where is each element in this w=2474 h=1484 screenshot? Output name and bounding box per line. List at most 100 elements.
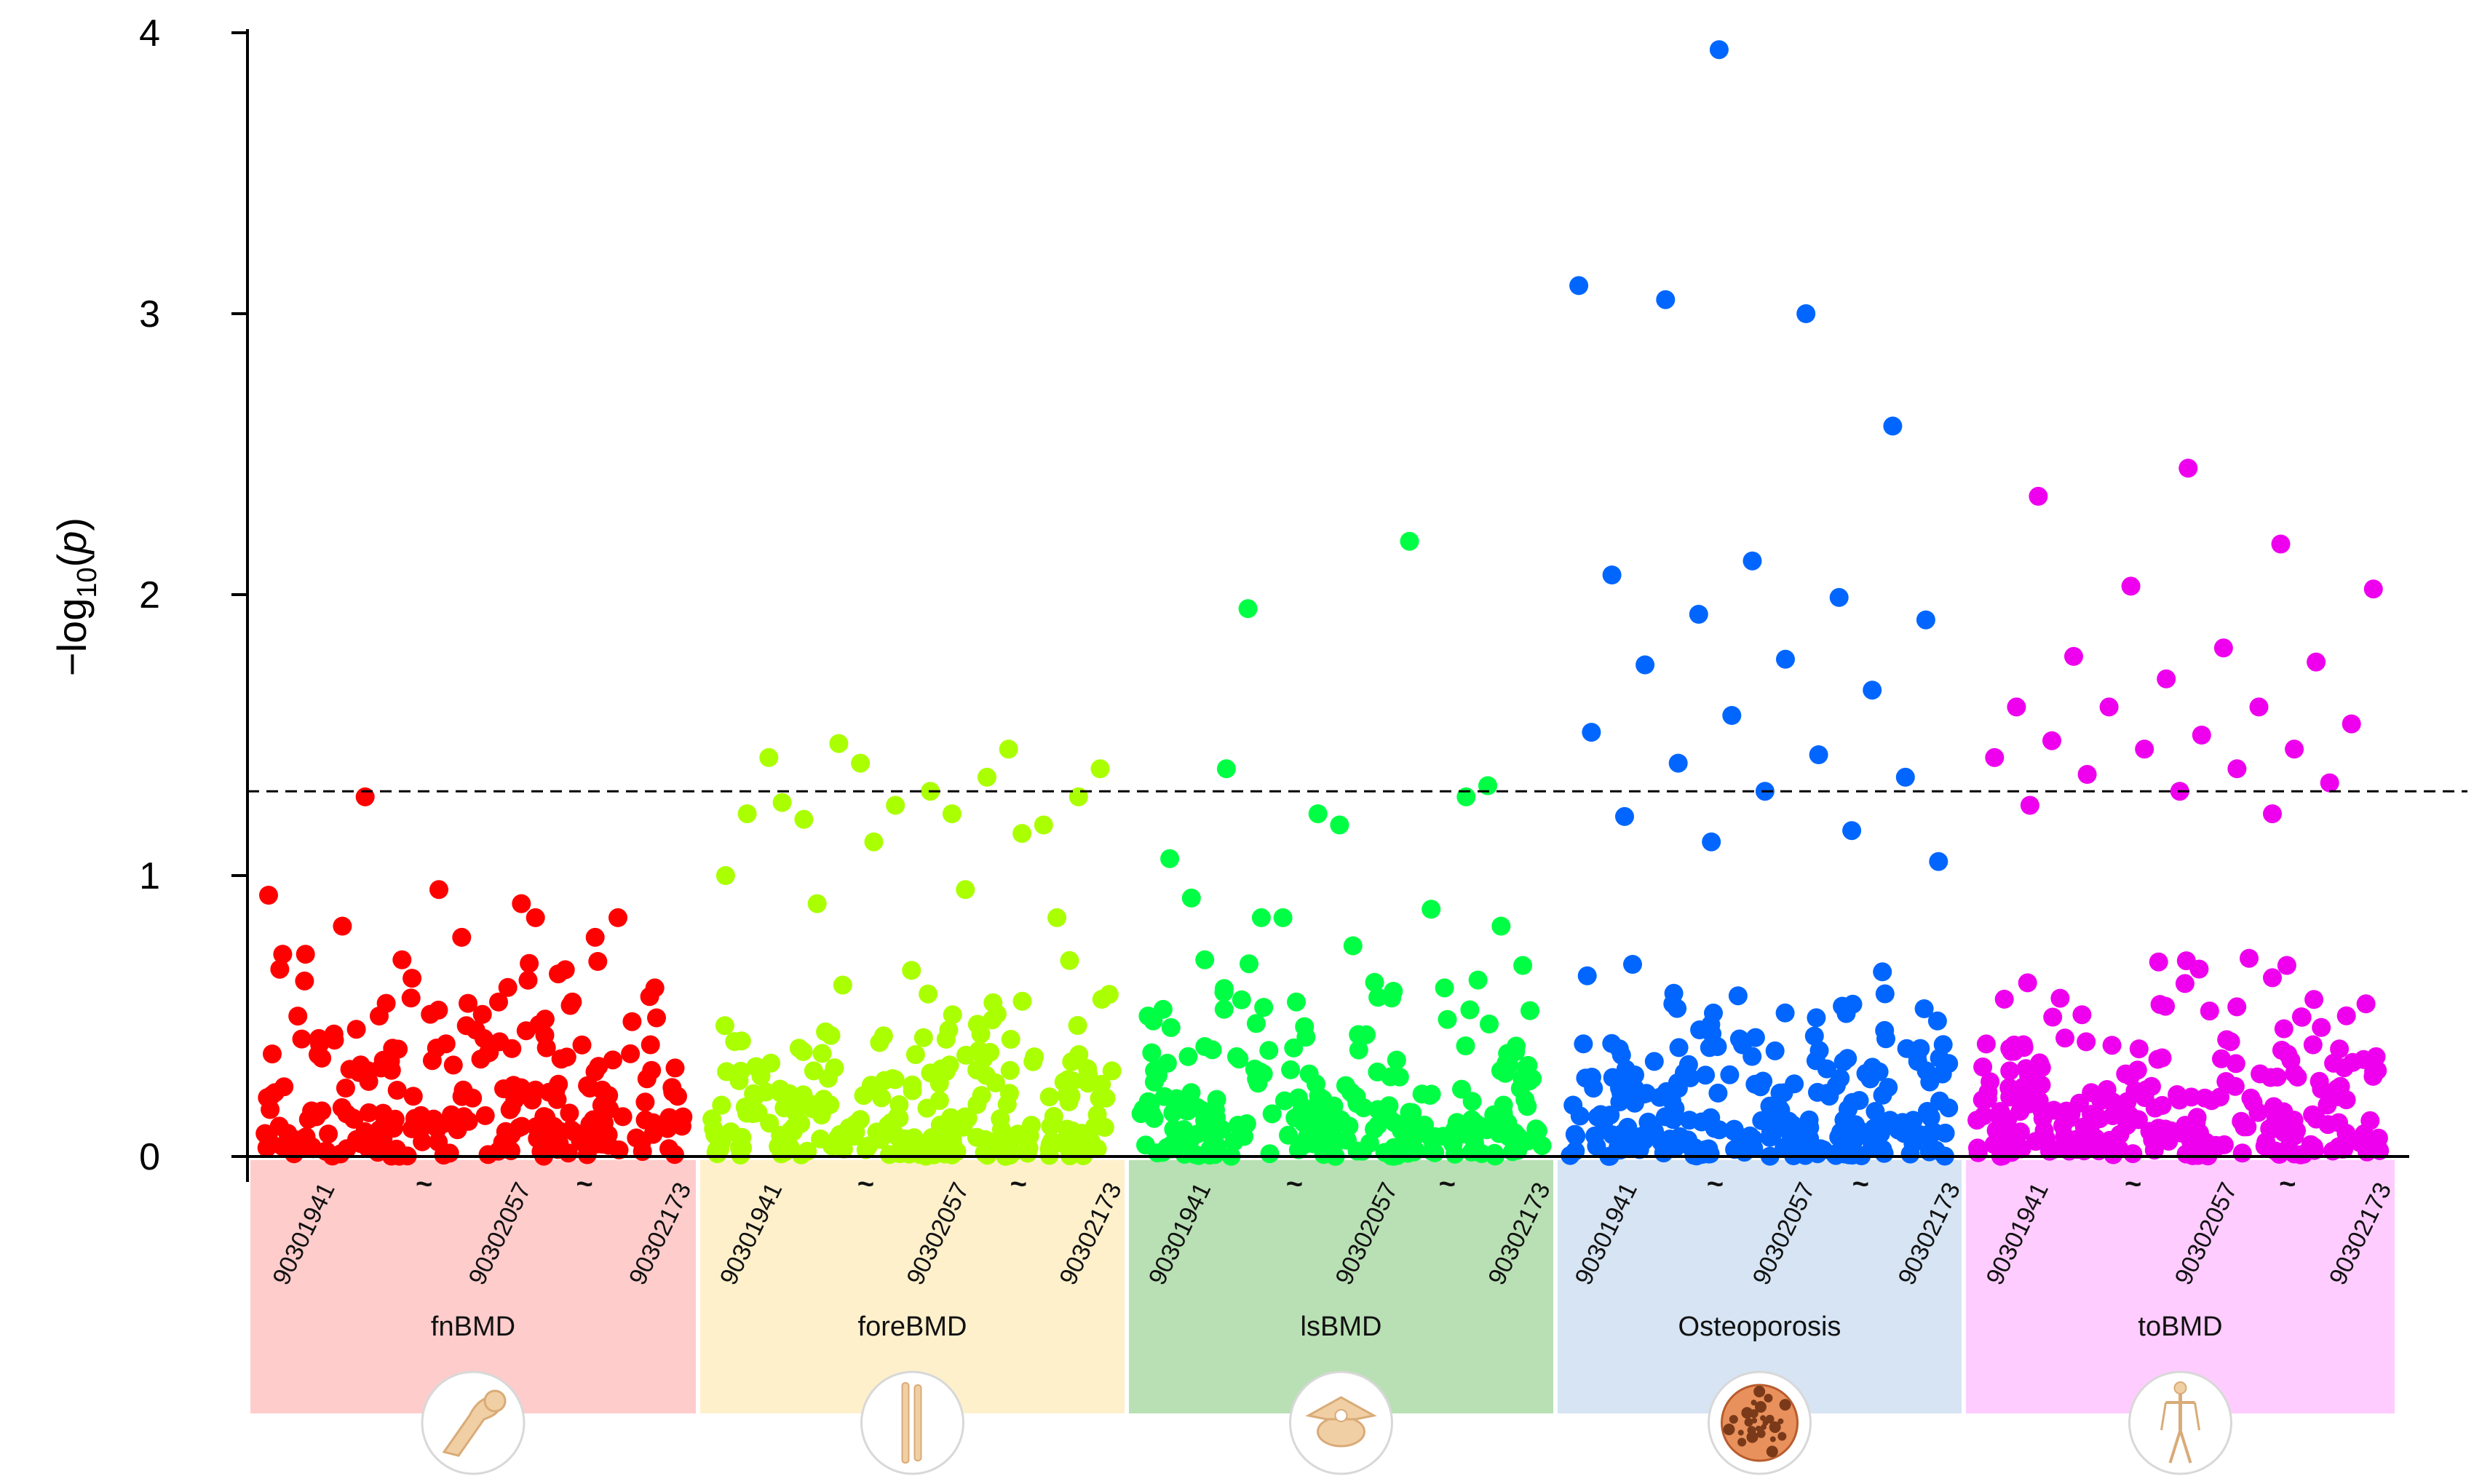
bone-pore <box>1754 1401 1767 1413</box>
data-point <box>592 1135 612 1154</box>
bone-pore <box>1746 1431 1759 1443</box>
data-point <box>440 1143 459 1163</box>
data-point <box>737 804 757 824</box>
data-point <box>2032 1100 2052 1120</box>
data-point <box>864 832 884 852</box>
data-point <box>905 1045 925 1064</box>
data-point <box>903 1081 922 1100</box>
data-point <box>2318 1095 2337 1115</box>
data-point <box>1046 1133 1066 1153</box>
data-point <box>571 1126 590 1146</box>
data-point <box>2213 638 2233 658</box>
data-point <box>472 1004 492 1024</box>
data-point <box>2104 1145 2123 1164</box>
data-point <box>1195 950 1215 969</box>
data-point <box>296 945 315 964</box>
data-point <box>1181 888 1201 908</box>
data-point <box>1668 753 1688 773</box>
data-point <box>1708 1037 1727 1056</box>
data-point <box>2186 1113 2206 1132</box>
data-point <box>2152 1048 2172 1068</box>
y-tick-label: 0 <box>139 1136 160 1178</box>
data-point <box>854 1086 873 1106</box>
data-point <box>1273 908 1293 927</box>
data-point <box>518 970 538 990</box>
data-points <box>255 40 2390 1166</box>
data-point <box>812 1106 831 1124</box>
data-point <box>608 908 627 927</box>
data-point <box>1147 1059 1167 1079</box>
data-point <box>526 908 545 927</box>
data-point <box>1574 1034 1593 1054</box>
data-point <box>1776 649 1795 669</box>
data-point <box>929 1091 949 1111</box>
data-point <box>804 1061 823 1081</box>
data-point <box>1304 1134 1323 1154</box>
data-point <box>1644 1052 1664 1071</box>
radius-bone <box>901 1382 910 1464</box>
data-point <box>421 1004 440 1024</box>
data-point <box>1921 1108 1940 1127</box>
data-point <box>1809 745 1828 764</box>
data-point <box>401 988 421 1008</box>
data-point <box>459 993 477 1013</box>
data-point <box>459 1111 478 1131</box>
data-point <box>557 1047 576 1067</box>
data-point <box>2020 795 2039 815</box>
data-point <box>775 1142 795 1162</box>
data-point <box>1614 1123 1633 1143</box>
data-point <box>359 1103 378 1122</box>
vertebra-canal <box>1334 1409 1348 1422</box>
data-point <box>1160 849 1180 868</box>
data-point <box>873 1026 893 1046</box>
data-point <box>2312 1079 2331 1099</box>
data-point <box>1587 1107 1607 1127</box>
bone-pore <box>1753 1386 1766 1398</box>
data-point <box>2324 1053 2344 1073</box>
bone-pore <box>1737 1429 1744 1436</box>
data-point <box>413 1132 432 1151</box>
data-point <box>1069 1045 1089 1064</box>
data-point <box>942 804 962 824</box>
data-point <box>1513 956 1533 975</box>
data-point <box>2360 1111 2380 1130</box>
data-point <box>761 1053 781 1073</box>
forearm-bone-icon <box>860 1370 964 1475</box>
data-point <box>558 1143 578 1163</box>
bone-pore <box>1769 1436 1776 1443</box>
data-point <box>1296 1028 1316 1047</box>
data-point <box>295 971 314 991</box>
data-point <box>443 1055 463 1075</box>
data-point <box>539 1116 559 1135</box>
data-point <box>1914 999 1934 1018</box>
data-point <box>403 1087 423 1106</box>
data-point <box>1144 1108 1164 1128</box>
data-point <box>721 1122 740 1142</box>
data-point <box>1293 1097 1312 1116</box>
data-point <box>1663 1110 1683 1130</box>
data-point <box>1349 1040 1368 1060</box>
data-point <box>2007 697 2026 717</box>
data-point <box>812 1044 832 1063</box>
trait-label: toBMD <box>2138 1312 2222 1342</box>
data-point <box>1274 1091 1294 1111</box>
data-point <box>1668 999 1687 1018</box>
data-point <box>2272 1041 2291 1060</box>
data-point <box>717 1062 737 1082</box>
data-point <box>1041 1116 1060 1136</box>
data-point <box>1702 832 1721 852</box>
trait-label: foreBMD <box>858 1312 967 1342</box>
data-point <box>1214 999 1234 1019</box>
data-point <box>2043 1007 2063 1027</box>
data-point <box>1709 40 1729 60</box>
data-point <box>1615 806 1634 826</box>
data-point <box>715 866 735 885</box>
trait-label: lsBMD <box>1301 1312 1382 1342</box>
data-point <box>2354 1049 2374 1069</box>
trait-label: fnBMD <box>431 1312 515 1342</box>
data-point <box>967 1015 987 1034</box>
data-point <box>493 1140 512 1159</box>
data-point <box>980 1042 1000 1062</box>
data-point <box>658 1119 678 1138</box>
data-point <box>2240 948 2259 968</box>
